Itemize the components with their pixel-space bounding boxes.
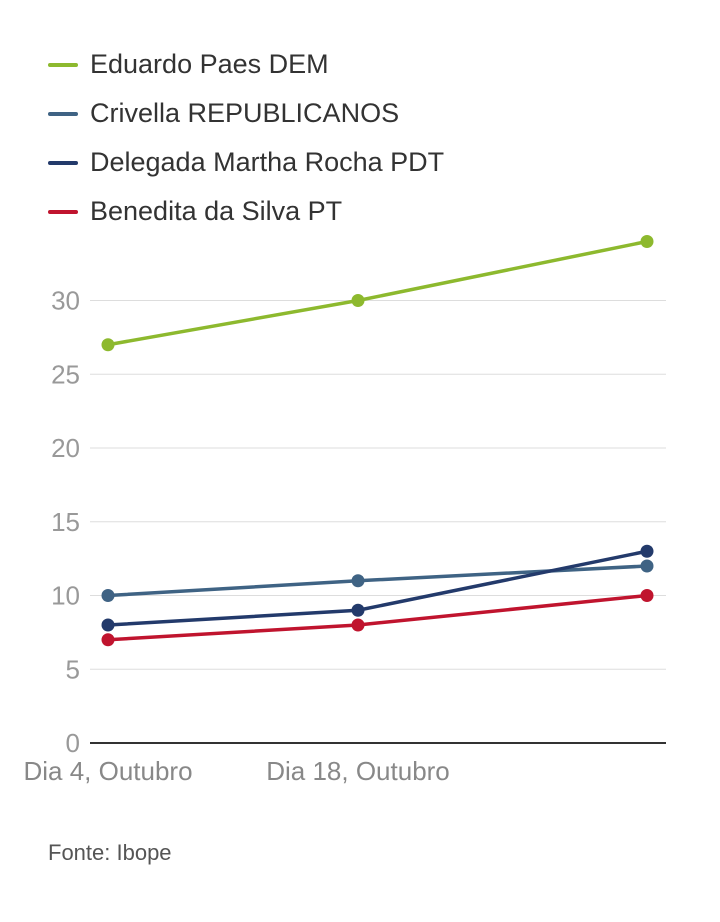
series-1-point-0: [101, 589, 115, 602]
series-0-point-0: [101, 338, 115, 352]
series-0-point-2: [640, 235, 654, 248]
y-tick-label-25: 25: [51, 359, 80, 389]
series-0-point-1: [351, 294, 365, 307]
series-2-point-1: [351, 603, 365, 617]
series-2-point-0: [101, 618, 115, 632]
series-line-2: [106, 549, 649, 627]
series-line-3: [106, 593, 649, 642]
x-tick-label-1: Dia 18, Outubro: [266, 756, 450, 786]
y-tick-label-30: 30: [51, 286, 80, 316]
legend-label-benedita: Benedita da Silva PT: [90, 196, 343, 226]
legend: Eduardo Paes DEM Crivella REPUBLICANOS D…: [48, 40, 444, 236]
y-tick-label-0: 0: [66, 728, 80, 758]
series-2-point-2: [640, 544, 654, 558]
y-tick-label-15: 15: [51, 507, 80, 537]
legend-item-martha-rocha: Delegada Martha Rocha PDT: [48, 138, 444, 187]
series-3-point-0: [101, 633, 115, 647]
series-1-point-1: [351, 574, 365, 588]
series-3-point-1: [351, 618, 365, 632]
y-tick-label-10: 10: [51, 581, 80, 611]
legend-swatch-eduardo-paes: [48, 62, 78, 67]
legend-label-crivella: Crivella REPUBLICANOS: [90, 98, 400, 128]
legend-swatch-crivella: [48, 111, 78, 116]
legend-item-eduardo-paes: Eduardo Paes DEM: [48, 40, 444, 89]
legend-swatch-benedita: [48, 209, 78, 214]
source-note: Fonte: Ibope: [48, 840, 172, 865]
legend-item-benedita: Benedita da Silva PT: [48, 187, 444, 236]
series-line-1: [106, 564, 649, 598]
series-1-point-2: [640, 559, 654, 573]
series-3-point-2: [640, 589, 654, 602]
series-line-0: [106, 239, 649, 347]
y-tick-label-20: 20: [51, 433, 80, 463]
legend-swatch-martha-rocha: [48, 160, 78, 165]
legend-label-eduardo-paes: Eduardo Paes DEM: [90, 49, 329, 79]
y-tick-label-5: 5: [66, 654, 80, 684]
x-tick-label-0: Dia 4, Outubro: [23, 756, 192, 786]
legend-item-crivella: Crivella REPUBLICANOS: [48, 89, 444, 138]
legend-label-martha-rocha: Delegada Martha Rocha PDT: [90, 147, 445, 177]
